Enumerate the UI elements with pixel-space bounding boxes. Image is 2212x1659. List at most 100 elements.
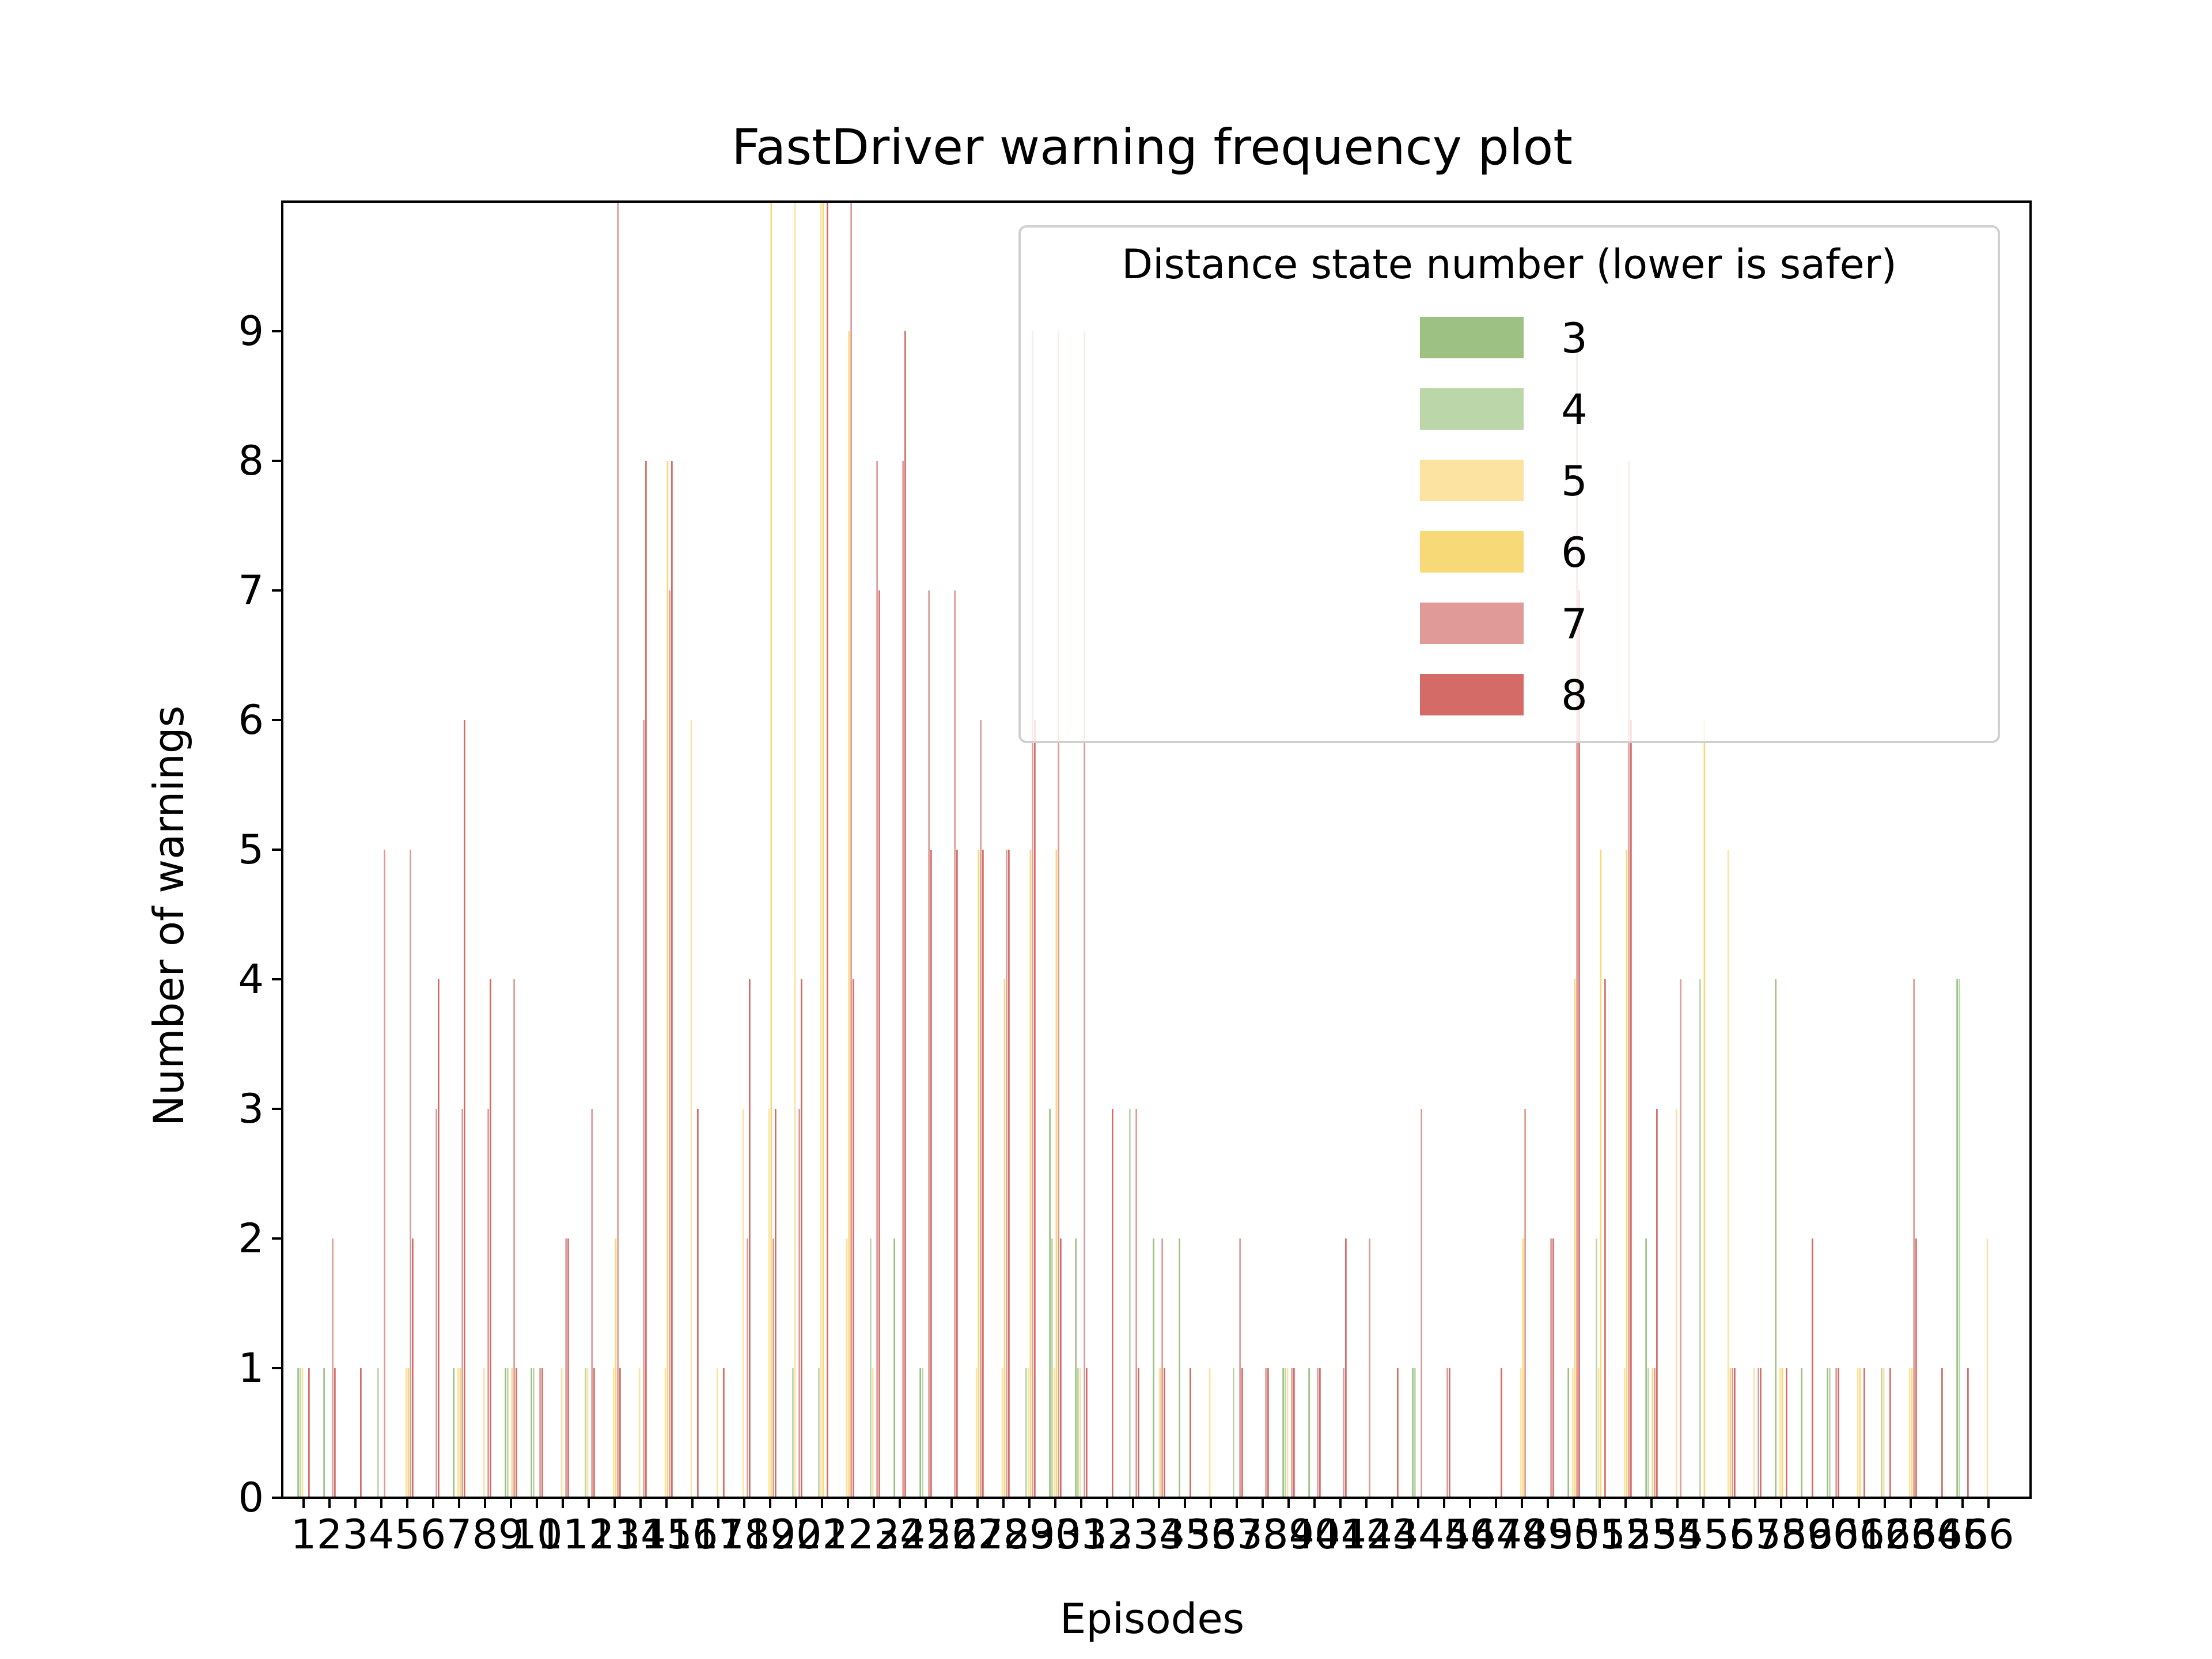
x-tick-label: 44: [1392, 1511, 1444, 1558]
x-tick-label: 2: [317, 1511, 343, 1558]
bar-series-5-episode-62: [1883, 1368, 1885, 1498]
x-tick-label: 59: [1781, 1511, 1832, 1558]
y-tick-label: 8: [238, 437, 264, 484]
x-tick-label: 51: [1574, 1511, 1625, 1558]
bar-series-7-episode-40: [1317, 1368, 1319, 1498]
bar-series-8-episode-12: [593, 1368, 595, 1498]
bar-series-3-episode-53: [1645, 1238, 1647, 1498]
bar-series-8-episode-37: [1241, 1368, 1243, 1498]
x-tick-label: 26: [926, 1511, 977, 1558]
legend-swatch-6: [1420, 531, 1524, 573]
bar-series-6-episode-52: [1626, 850, 1628, 1498]
bar-series-7-episode-41: [1343, 1368, 1344, 1498]
bar-series-4-episode-23: [870, 1238, 872, 1498]
bar-series-4-episode-60: [1829, 1368, 1831, 1498]
bar-series-6-episode-13: [615, 1238, 617, 1498]
bar-series-8-episode-60: [1838, 1368, 1839, 1498]
bar-series-5-episode-17: [716, 1368, 718, 1498]
bar-series-8-episode-14: [645, 461, 647, 1498]
bar-series-6-episode-22: [848, 331, 850, 1498]
bar-series-8-episode-20: [801, 979, 802, 1498]
x-tick-label: 43: [1366, 1511, 1418, 1558]
bar-series-8-episode-58: [1786, 1368, 1787, 1498]
bar-series-8-episode-52: [1630, 720, 1632, 1498]
y-tick-label: 1: [238, 1344, 264, 1392]
bar-series-3-episode-1: [297, 1368, 299, 1498]
bar-series-4-episode-31: [1077, 1368, 1079, 1498]
bar-series-7-episode-13: [617, 202, 619, 1498]
bar-series-3-episode-35: [1179, 1238, 1180, 1498]
bar-series-8-episode-18: [749, 979, 751, 1498]
bar-series-6-episode-51: [1600, 850, 1602, 1498]
legend-title: Distance state number (lower is safer): [1122, 241, 1897, 288]
x-tick-label: 32: [1081, 1511, 1132, 1558]
bar-series-4-episode-20: [792, 1368, 794, 1498]
bar-series-8-episode-16: [697, 1109, 699, 1498]
bar-series-5-episode-36: [1209, 1368, 1211, 1498]
bar-series-4-episode-37: [1233, 1368, 1234, 1498]
bar-series-4-episode-55: [1699, 979, 1701, 1498]
x-tick-label: 50: [1548, 1511, 1599, 1558]
x-tick-label: 39: [1263, 1511, 1314, 1558]
bar-series-5-episode-56: [1727, 850, 1729, 1498]
bar-series-5-episode-31: [1079, 1368, 1081, 1498]
bar-series-5-episode-30: [1053, 1368, 1055, 1498]
x-tick-label: 30: [1029, 1511, 1081, 1558]
bar-series-3-episode-65: [1956, 979, 1958, 1498]
x-tick-label: 56: [1703, 1511, 1755, 1558]
bar-series-5-episode-21: [820, 202, 822, 1498]
x-tick-label: 6: [421, 1511, 446, 1558]
bar-series-8-episode-6: [438, 979, 440, 1498]
bar-series-8-episode-28: [1008, 850, 1010, 1498]
bar-series-8-episode-51: [1604, 979, 1606, 1498]
bar-series-4-episode-33: [1129, 1109, 1131, 1498]
bar-series-8-episode-63: [1915, 1238, 1917, 1498]
bar-series-8-episode-61: [1863, 1368, 1865, 1498]
bar-series-5-episode-52: [1623, 1368, 1626, 1498]
bar-series-8-episode-27: [982, 850, 984, 1498]
bar-series-4-episode-21: [818, 1368, 820, 1498]
bar-series-4-episode-44: [1414, 1368, 1416, 1498]
bar-series-4-episode-30: [1051, 1238, 1053, 1498]
x-tick-label: 11: [537, 1511, 588, 1558]
bar-series-6-episode-55: [1703, 720, 1706, 1498]
bar-series-5-episode-7: [457, 1368, 459, 1498]
x-tick-label: 54: [1652, 1511, 1703, 1558]
bar-series-5-episode-15: [664, 1368, 666, 1498]
bar-series-3-episode-7: [453, 1368, 454, 1498]
bar-series-8-episode-49: [1552, 1238, 1554, 1498]
bar-series-7-episode-34: [1161, 1238, 1163, 1498]
bar-series-8-episode-24: [904, 331, 906, 1498]
bar-series-7-episode-7: [461, 1109, 463, 1498]
bar-series-6-episode-58: [1781, 1368, 1783, 1498]
bar-series-7-episode-6: [435, 1109, 437, 1498]
bar-series-5-episode-29: [1027, 1368, 1029, 1498]
bar-series-3-episode-30: [1049, 1109, 1051, 1498]
bar-series-7-episode-42: [1369, 1238, 1370, 1498]
x-tick-label: 58: [1755, 1511, 1806, 1558]
y-axis-label: Number of warnings: [145, 706, 193, 1126]
bar-series-7-episode-52: [1628, 461, 1630, 1498]
bar-series-4-episode-9: [507, 1368, 509, 1498]
x-tick-label: 61: [1833, 1511, 1884, 1558]
bar-series-8-episode-62: [1889, 1368, 1891, 1498]
bar-series-5-episode-58: [1779, 1368, 1781, 1498]
bar-series-7-episode-9: [513, 979, 515, 1498]
bar-series-3-episode-24: [893, 1238, 895, 1498]
legend-label-5: 5: [1561, 457, 1588, 505]
bar-series-8-episode-40: [1319, 1368, 1321, 1498]
bar-series-4-episode-12: [585, 1368, 586, 1498]
bar-series-5-episode-48: [1520, 1368, 1522, 1498]
bar-series-8-episode-38: [1267, 1368, 1269, 1498]
x-tick-label: 1: [291, 1511, 317, 1558]
y-tick-label: 2: [238, 1215, 264, 1262]
bar-series-4-episode-51: [1596, 1238, 1597, 1498]
bar-series-8-episode-26: [956, 850, 958, 1498]
legend-swatch-4: [1420, 388, 1524, 430]
x-tick-label: 38: [1237, 1511, 1288, 1558]
y-tick-label: 4: [238, 956, 264, 1003]
legend-swatch-3: [1420, 317, 1524, 358]
bar-series-5-episode-22: [846, 1238, 848, 1498]
bar-series-8-episode-45: [1449, 1368, 1450, 1498]
bar-series-8-episode-2: [334, 1368, 336, 1498]
